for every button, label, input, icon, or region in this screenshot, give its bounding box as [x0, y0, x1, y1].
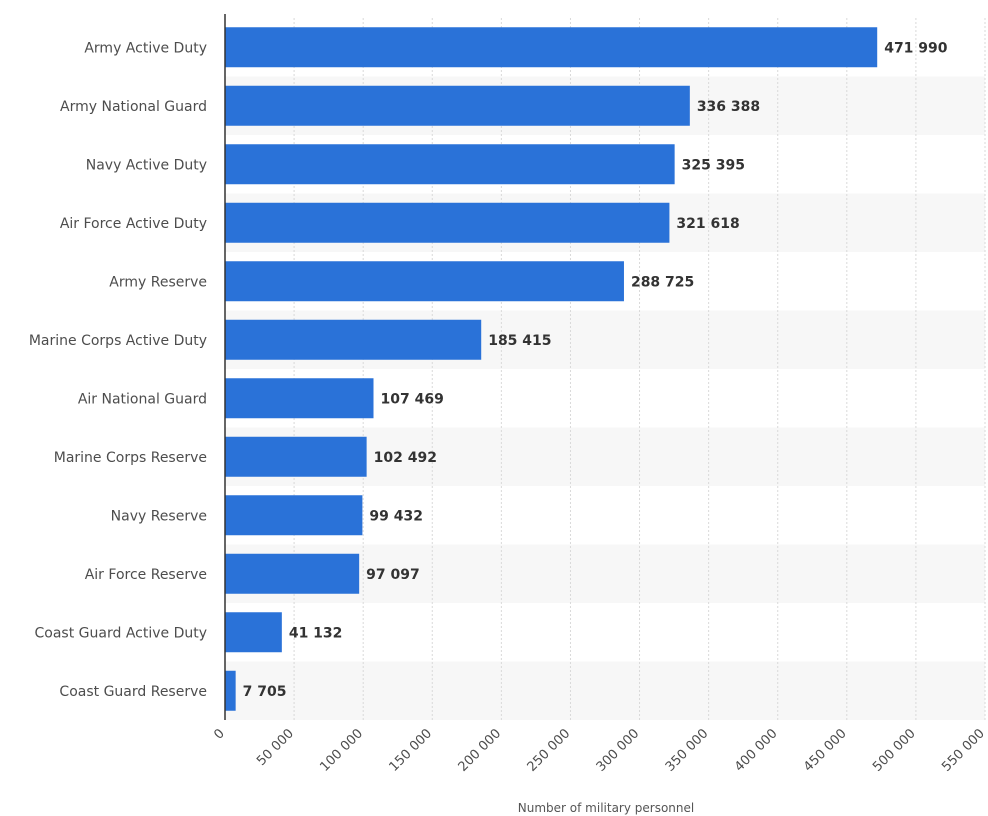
- bar[interactable]: [225, 553, 360, 594]
- category-label: Navy Active Duty: [86, 157, 207, 173]
- value-label: 97 097: [366, 567, 420, 583]
- x-tick-label: 200 000: [456, 726, 505, 775]
- value-label: 336 388: [697, 99, 760, 115]
- category-label: Navy Reserve: [111, 508, 207, 524]
- x-tick-label: 100 000: [317, 726, 366, 775]
- bars: [225, 27, 878, 711]
- category-label: Air Force Reserve: [85, 567, 207, 583]
- x-tick-label: 350 000: [663, 726, 712, 775]
- bar[interactable]: [225, 495, 363, 536]
- value-labels: 471 990 336 388 325 395 321 618 288 725 185 4…: [243, 40, 948, 700]
- x-tick-label: 450 000: [801, 726, 850, 775]
- bar[interactable]: [225, 261, 624, 302]
- x-tick-label: 50 000: [254, 726, 297, 769]
- x-tick-label: 250 000: [525, 726, 574, 775]
- gridlines: [293, 18, 986, 720]
- value-label: 107 469: [381, 391, 444, 407]
- bar[interactable]: [225, 670, 236, 711]
- x-tick-label: 150 000: [386, 726, 435, 775]
- x-tick-labels: 0 50 000 100 000 150 000 200 000 250 000 300 0…: [211, 726, 987, 775]
- category-label: Marine Corps Reserve: [54, 450, 207, 466]
- bar[interactable]: [225, 202, 670, 243]
- value-label: 321 618: [676, 216, 739, 232]
- category-label: Air National Guard: [78, 391, 207, 407]
- category-label: Marine Corps Active Duty: [29, 333, 207, 349]
- bar[interactable]: [225, 27, 878, 68]
- category-label: Army Active Duty: [84, 40, 207, 56]
- value-label: 7 705: [243, 684, 287, 700]
- value-label: 288 725: [631, 274, 694, 290]
- category-label: Coast Guard Active Duty: [35, 625, 207, 641]
- value-label: 325 395: [682, 157, 745, 173]
- category-label: Army National Guard: [60, 99, 207, 115]
- value-label: 41 132: [289, 625, 343, 641]
- category-label: Coast Guard Reserve: [59, 684, 207, 700]
- category-label: Air Force Active Duty: [60, 216, 207, 232]
- x-tick-label: 300 000: [594, 726, 643, 775]
- value-label: 471 990: [884, 40, 948, 56]
- x-tick-label: 550 000: [939, 726, 988, 775]
- x-tick-label: 0: [211, 726, 227, 742]
- bar[interactable]: [225, 436, 367, 477]
- bar[interactable]: [225, 319, 482, 360]
- bar[interactable]: [225, 378, 374, 419]
- value-label: 99 432: [369, 508, 423, 524]
- x-axis-title: Number of military personnel: [518, 801, 694, 815]
- value-label: 185 415: [488, 333, 551, 349]
- row-band: [225, 661, 985, 720]
- x-tick-label: 500 000: [870, 726, 919, 775]
- bar[interactable]: [225, 612, 282, 653]
- x-tick-label: 400 000: [732, 726, 781, 775]
- bar[interactable]: [225, 144, 675, 185]
- value-label: 102 492: [374, 450, 437, 466]
- category-label: Army Reserve: [109, 274, 207, 290]
- category-labels: Army Active Duty Army National Guard Navy …: [29, 40, 207, 700]
- bar[interactable]: [225, 85, 690, 126]
